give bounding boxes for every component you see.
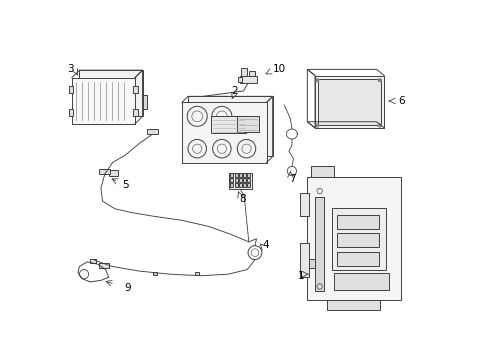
Bar xyxy=(153,271,157,275)
Bar xyxy=(315,197,324,291)
Text: 10: 10 xyxy=(273,64,286,75)
Bar xyxy=(300,193,309,216)
Bar xyxy=(69,86,73,93)
Circle shape xyxy=(378,124,381,127)
Bar xyxy=(99,264,109,268)
Bar xyxy=(143,95,147,109)
Bar xyxy=(311,166,334,177)
Bar xyxy=(230,178,233,182)
Bar xyxy=(230,183,233,187)
Bar xyxy=(337,233,379,247)
Circle shape xyxy=(316,124,318,127)
Bar xyxy=(72,78,135,124)
Bar xyxy=(247,178,250,182)
Text: 6: 6 xyxy=(398,96,405,106)
Bar xyxy=(90,259,97,264)
Bar xyxy=(249,71,255,76)
Bar xyxy=(182,103,267,163)
Bar xyxy=(133,86,138,93)
Bar xyxy=(240,76,256,83)
Bar xyxy=(133,109,138,116)
Bar xyxy=(247,173,250,177)
Bar xyxy=(229,172,252,189)
Bar xyxy=(235,183,238,187)
Bar xyxy=(195,272,199,275)
Bar xyxy=(243,173,246,177)
Text: 2: 2 xyxy=(232,86,238,96)
Text: 5: 5 xyxy=(122,180,129,190)
Bar xyxy=(337,252,379,266)
Bar xyxy=(235,178,238,182)
Bar xyxy=(247,183,250,187)
Text: 7: 7 xyxy=(289,174,295,184)
Text: 1: 1 xyxy=(298,271,304,281)
Bar xyxy=(318,78,381,125)
Bar xyxy=(235,173,238,177)
Bar xyxy=(230,173,233,177)
Bar xyxy=(239,183,242,187)
Bar xyxy=(243,183,246,187)
Bar xyxy=(337,215,379,229)
Bar xyxy=(326,300,380,310)
Bar xyxy=(307,177,401,300)
Circle shape xyxy=(378,79,381,82)
Bar xyxy=(188,96,273,156)
Bar xyxy=(109,170,118,176)
Bar xyxy=(332,208,386,270)
Bar xyxy=(239,178,242,182)
Bar xyxy=(239,173,242,177)
Text: 9: 9 xyxy=(124,283,131,293)
Bar xyxy=(79,70,143,116)
Text: 4: 4 xyxy=(263,240,269,250)
Bar xyxy=(241,68,247,76)
Text: 8: 8 xyxy=(239,194,246,204)
Bar xyxy=(243,178,246,182)
Bar xyxy=(211,116,246,133)
Bar xyxy=(300,243,309,277)
Bar xyxy=(309,259,315,268)
Bar xyxy=(238,77,242,82)
Bar xyxy=(334,273,389,289)
Bar xyxy=(147,129,158,134)
Bar xyxy=(99,170,110,174)
Bar xyxy=(69,109,73,116)
Bar xyxy=(237,116,259,132)
Bar xyxy=(315,76,384,128)
Text: 3: 3 xyxy=(67,64,74,75)
Circle shape xyxy=(316,79,318,82)
